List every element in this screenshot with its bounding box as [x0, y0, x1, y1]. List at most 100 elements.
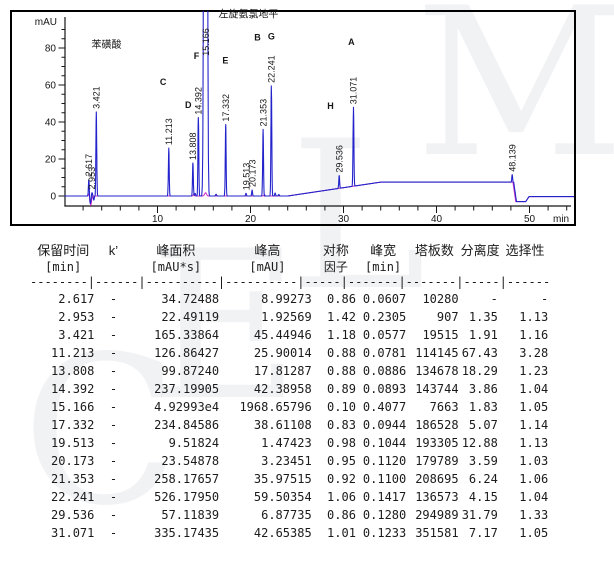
table-cell: 0.86: [327, 292, 356, 306]
x-axis-tick-label: 30: [338, 214, 350, 225]
table-cell: -: [109, 310, 118, 324]
table-cell: -: [109, 400, 118, 414]
peak-letter-label: C: [160, 77, 167, 87]
y-axis-tick-label: 80: [45, 44, 57, 55]
trace-main: [64, 11, 574, 204]
table-cell: 208695: [415, 472, 459, 486]
y-axis-unit-label: mAU: [35, 17, 57, 28]
table-cell: 1.23: [519, 364, 549, 378]
table-cell: 0.2305: [362, 310, 407, 324]
column-unit: [mAU*s]: [150, 260, 202, 274]
table-cell: 67.43: [461, 346, 498, 360]
table-cell: -: [109, 346, 118, 360]
x-axis-unit-label: min: [553, 214, 569, 225]
table-cell: 22.241: [51, 490, 95, 504]
table-cell: 1968.65796: [239, 400, 312, 414]
table-row: 2.953- 22.49119 1.92569 1.42 0.2305 907 1.35 1.…: [30, 308, 550, 326]
table-cell: 1.14: [519, 418, 549, 432]
table-cell: 12.88: [461, 436, 498, 450]
table-unit-row: [min] [mAU*s] [mAU] 因子 [min]: [30, 259, 550, 275]
peak-letter-label: D: [185, 100, 192, 110]
peak-time-label: 11.213: [164, 118, 174, 145]
table-cell: 59.50354: [253, 490, 312, 504]
table-cell: 19.513: [51, 436, 95, 450]
table-cell: 34.72488: [161, 292, 220, 306]
table-cell: 1.13: [519, 436, 549, 450]
table-cell: 2.617: [58, 292, 95, 306]
column-header: 保留时间: [37, 243, 90, 258]
peak-letter-label: A: [348, 37, 355, 47]
table-cell: 179789: [415, 454, 459, 468]
table-cell: 0.86: [327, 508, 356, 522]
table-cell: 1.83: [468, 400, 498, 414]
table-row: 22.241- 526.17950 59.50354 1.06 0.1417 136573…: [30, 488, 550, 506]
table-cell: 1.35: [468, 310, 498, 324]
table-cell: 7.17: [468, 526, 498, 540]
table-cell: 15.166: [51, 400, 95, 414]
peak-time-label: 48.139: [507, 144, 517, 172]
table-cell: 31.071: [51, 526, 95, 540]
table-cell: 45.44946: [253, 328, 312, 342]
table-row: 20.173- 23.54878 3.23451 0.95 0.1120 179789 3.…: [30, 452, 550, 470]
table-cell: 0.1120: [362, 454, 407, 468]
table-cell: 0.4077: [362, 400, 407, 414]
table-cell: 0.95: [327, 454, 356, 468]
table-cell: 126.86427: [154, 346, 220, 360]
table-cell: 186528: [415, 418, 459, 432]
column-header: 峰宽: [370, 243, 397, 258]
table-cell: 294989: [415, 508, 459, 522]
table-cell: 0.1280: [362, 508, 407, 522]
table-cell: 0.0944: [362, 418, 407, 432]
table-cell: 1.04: [519, 490, 549, 504]
table-cell: 14.392: [51, 382, 95, 396]
table-cell: 907: [436, 310, 459, 324]
column-header: 选择性: [505, 243, 545, 258]
chromatography-report: 0 20 40 60 80 mAU 10 20 30 40 50 min 2.617 2.953 3.421…: [10, 7, 576, 540]
table-row: 15.166- 4.92993e4 1968.65796 0.10 0.4077 7663…: [30, 398, 550, 416]
peak-time-label: 29.536: [334, 145, 344, 173]
column-header: 对称: [322, 243, 349, 258]
table-cell: 3.23451: [261, 454, 312, 468]
table-cell: 1.18: [327, 328, 356, 342]
column-header: k’: [108, 243, 119, 258]
table-cell: 1.92569: [261, 310, 312, 324]
table-cell: 1.06: [519, 472, 549, 486]
table-row: 17.332- 234.84586 38.61108 0.83 0.0944 186528…: [30, 416, 550, 434]
table-cell: 18.29: [461, 364, 498, 378]
table-cell: -: [109, 472, 118, 486]
column-unit: [461, 259, 500, 275]
table-cell: 1.47423: [261, 436, 312, 450]
table-cell: 1.33: [519, 508, 549, 522]
table-cell: 3.421: [58, 328, 95, 342]
table-cell: 23.54878: [161, 454, 220, 468]
table-cell: 0.1044: [362, 436, 407, 450]
table-cell: -: [109, 436, 118, 450]
table-cell: 22.49119: [161, 310, 220, 324]
table-cell: 143744: [415, 382, 459, 396]
table-cell: -: [109, 328, 118, 342]
peak-time-label: 19.513: [241, 163, 251, 191]
table-cell: 0.0577: [362, 328, 407, 342]
table-row: 2.617-34.72488 8.99273 0.86 0.0607 10280- -: [30, 290, 550, 308]
compound-annotation: 左旋氨氯地平: [218, 7, 278, 20]
table-cell: 57.11839: [161, 508, 220, 522]
peak-time-label: 20.173: [247, 159, 257, 187]
peak-letter-label: F: [194, 51, 200, 61]
table-cell: 3.59: [468, 454, 498, 468]
column-unit: 因子: [323, 260, 348, 274]
peak-time-label: 21.353: [258, 99, 268, 127]
table-cell: 1.04: [519, 382, 549, 396]
x-axis-tick-label: 50: [524, 214, 536, 225]
table-row: 11.213- 126.86427 25.90014 0.88 0.0781 114145…: [30, 344, 550, 362]
table-cell: 3.28: [519, 346, 549, 360]
table-cell: 35.97515: [253, 472, 312, 486]
column-unit: [96, 259, 130, 275]
table-cell: 0.1233: [362, 526, 407, 540]
table-cell: 0.0607: [362, 292, 407, 306]
table-cell: 31.79: [461, 508, 498, 522]
table-cell: 13.808: [51, 364, 95, 378]
table-row: 21.353- 258.17657 35.97515 0.92 0.1100 208695…: [30, 470, 550, 488]
table-cell: 11.213: [51, 346, 95, 360]
table-cell: 134678: [415, 364, 459, 378]
